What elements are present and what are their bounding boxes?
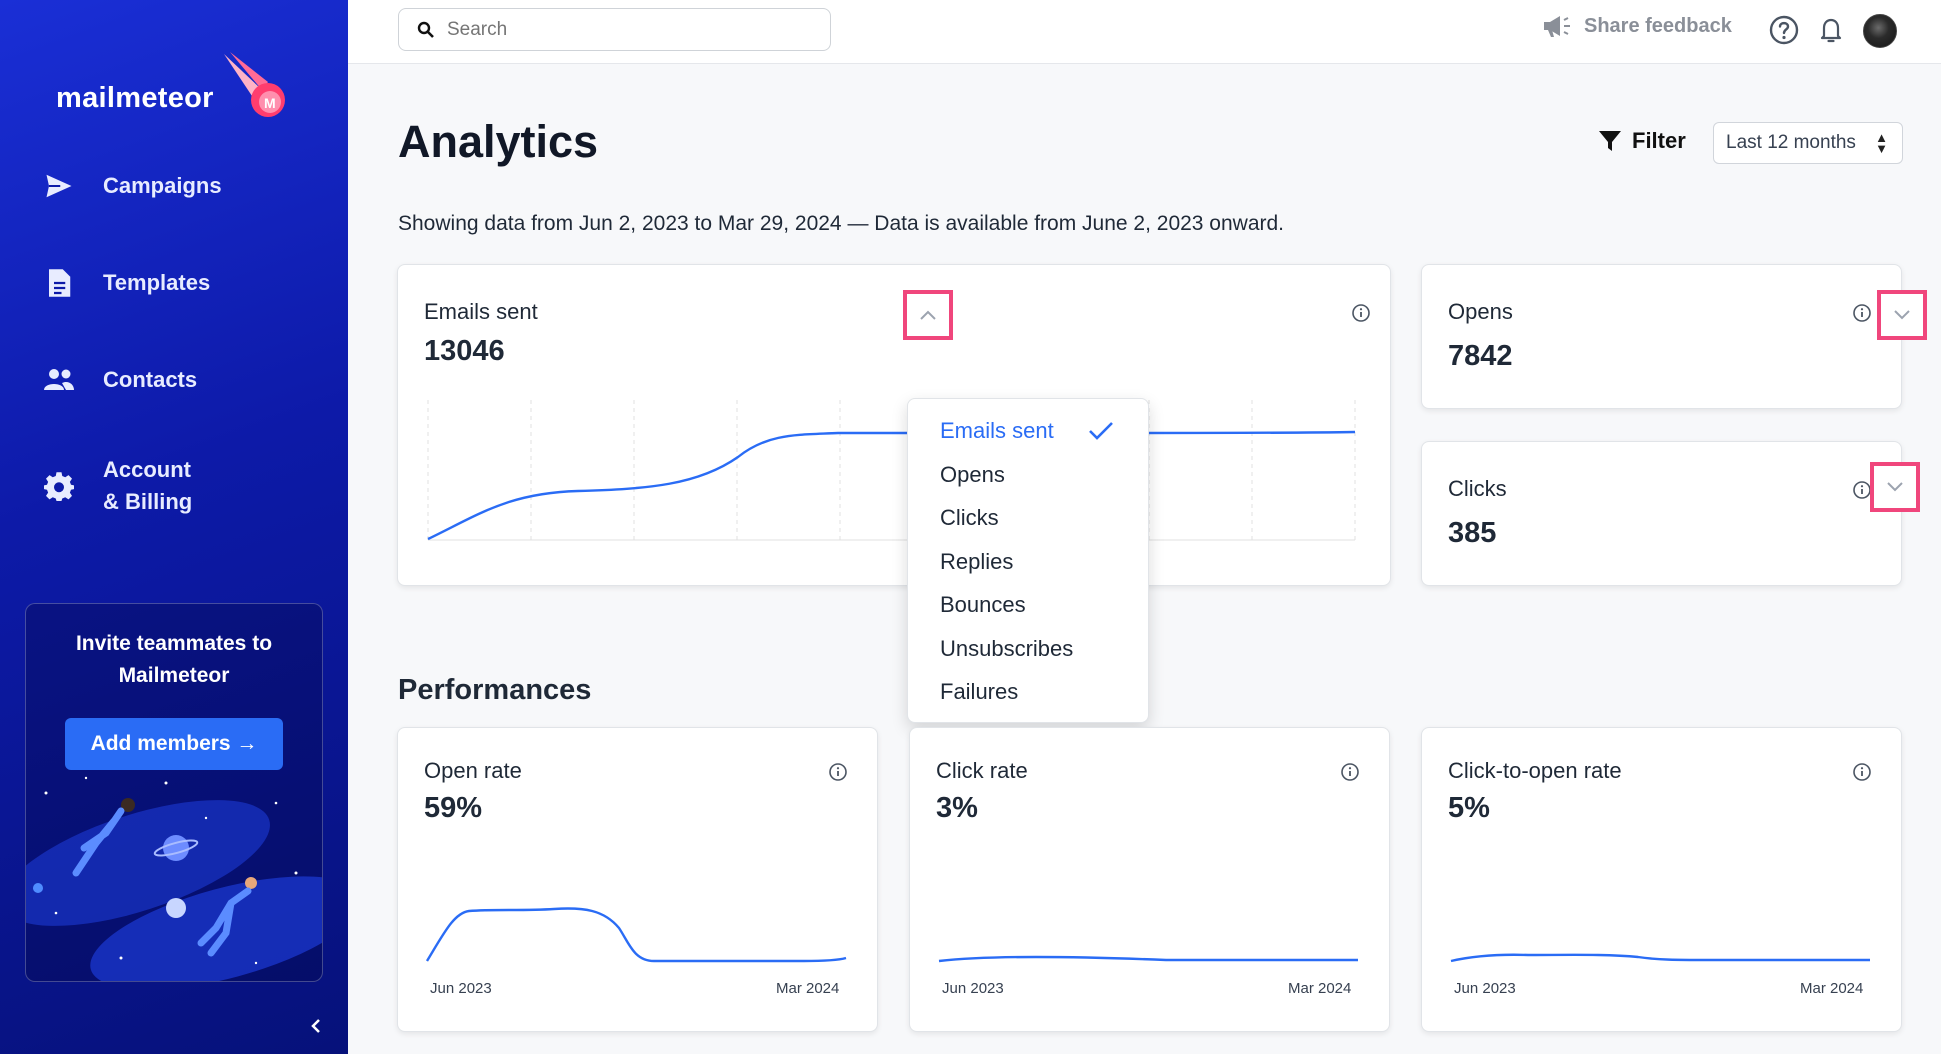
menu-item-label: Emails sent xyxy=(940,418,1054,443)
clicks-card: Clicks 385 xyxy=(1421,441,1902,586)
metric-label: Click rate xyxy=(936,758,1028,783)
info-icon[interactable] xyxy=(1852,303,1872,323)
avatar[interactable] xyxy=(1863,14,1897,48)
click-to-open-rate-card: Click-to-open rate 5% Jun 2023 Mar 2024 xyxy=(1421,727,1902,1032)
sidebar-item-templates[interactable]: Templates xyxy=(40,257,330,309)
search-icon xyxy=(417,21,434,38)
menu-item-emails-sent[interactable]: Emails sent xyxy=(908,409,1148,453)
x-axis-end: Mar 2024 xyxy=(1800,980,1864,997)
metric-dropdown-menu: Emails sent Opens Clicks Replies Bounces… xyxy=(907,398,1149,723)
period-select[interactable]: Last 12 months ▲ ▼ xyxy=(1713,122,1903,164)
clicks-selector-toggle[interactable] xyxy=(1870,462,1920,512)
metric-value: 59% xyxy=(424,792,483,824)
menu-item-replies[interactable]: Replies xyxy=(940,548,1014,574)
period-value: Last 12 months xyxy=(1726,132,1856,153)
x-axis-end: Mar 2024 xyxy=(776,980,840,997)
info-icon[interactable] xyxy=(828,762,848,782)
invite-panel: Invite teammates to Mailmeteor Add membe… xyxy=(25,603,323,982)
sidebar-item-label: Contacts xyxy=(103,367,198,392)
metric-selector-toggle[interactable] xyxy=(903,290,953,340)
search-box[interactable] xyxy=(398,8,831,51)
x-axis-start: Jun 2023 xyxy=(1454,980,1516,997)
chevron-down-icon xyxy=(1887,482,1903,492)
metric-label: Clicks xyxy=(1448,476,1507,501)
chevron-down-icon xyxy=(1894,310,1910,320)
metric-value: 7842 xyxy=(1448,340,1513,372)
send-icon xyxy=(40,167,78,205)
opens-selector-toggle[interactable] xyxy=(1877,290,1927,340)
filter-icon xyxy=(1599,131,1621,151)
metric-value: 5% xyxy=(1448,792,1490,824)
date-range-note: Showing data from Jun 2, 2023 to Mar 29,… xyxy=(398,212,1285,235)
x-axis-start: Jun 2023 xyxy=(942,980,1004,997)
logo[interactable]: mailmeteor M xyxy=(56,48,296,128)
bell-icon[interactable] xyxy=(1815,14,1847,46)
metric-label: Open rate xyxy=(424,758,522,783)
invite-title: Invite teammates to Mailmeteor xyxy=(75,632,273,687)
svg-text:M: M xyxy=(264,95,276,111)
label-line-2: & Billing xyxy=(103,489,193,514)
click-to-open-rate-chart xyxy=(1450,953,1870,963)
open-rate-card: Open rate 59% Jun 2023 Mar 2024 xyxy=(397,727,878,1032)
info-icon[interactable] xyxy=(1852,480,1872,500)
collapse-sidebar-icon[interactable] xyxy=(306,1016,326,1036)
metric-label: Opens xyxy=(1448,299,1513,324)
metric-label: Click-to-open rate xyxy=(1448,758,1622,783)
sidebar-item-label: Account & Billing xyxy=(103,454,192,518)
emails-sent-card: Emails sent 13046 xyxy=(397,264,1391,586)
sidebar: mailmeteor M Campaigns Templates Cont xyxy=(0,0,348,1054)
space-illustration xyxy=(26,776,322,981)
share-feedback-label: Share feedback xyxy=(1584,14,1732,37)
main-content: Analytics Filter Last 12 months ▲ ▼ Showi… xyxy=(348,64,1941,1054)
menu-item-clicks[interactable]: Clicks xyxy=(940,505,999,530)
x-axis-start: Jun 2023 xyxy=(430,980,492,997)
metric-label: Emails sent xyxy=(424,299,538,324)
opens-card: Opens 7842 xyxy=(1421,264,1902,409)
search-input[interactable] xyxy=(447,18,807,41)
sidebar-item-label: Templates xyxy=(103,270,211,295)
label-line-1: Account xyxy=(103,457,191,482)
page-title: Analytics xyxy=(398,116,599,167)
info-icon[interactable] xyxy=(1852,762,1872,782)
checkmark-icon xyxy=(1089,422,1113,440)
menu-item-bounces[interactable]: Bounces xyxy=(940,592,1026,617)
meteor-logo-icon: M xyxy=(223,52,285,117)
metric-value: 385 xyxy=(1448,517,1497,549)
emails-sent-chart xyxy=(427,400,1356,541)
megaphone-icon xyxy=(1544,16,1570,37)
menu-item-failures[interactable]: Failures xyxy=(940,679,1019,704)
logo-text: mailmeteor xyxy=(56,81,214,114)
gear-icon xyxy=(40,467,78,505)
share-feedback-button[interactable]: Share feedback xyxy=(1542,14,1732,38)
metric-value: 13046 xyxy=(424,335,505,367)
section-title-performances: Performances xyxy=(398,674,592,706)
click-rate-chart xyxy=(938,955,1358,963)
sidebar-item-label: Campaigns xyxy=(103,173,222,198)
open-rate-chart xyxy=(425,907,847,963)
help-icon[interactable] xyxy=(1768,14,1800,46)
x-axis-end: Mar 2024 xyxy=(1288,980,1352,997)
filter-button[interactable]: Filter xyxy=(1598,128,1686,154)
add-members-button[interactable]: Add members → xyxy=(65,718,283,770)
topbar: Share feedback xyxy=(348,0,1941,64)
people-icon xyxy=(40,361,78,399)
document-icon xyxy=(40,264,78,302)
click-rate-card: Click rate 3% Jun 2023 Mar 2024 xyxy=(909,727,1390,1032)
sidebar-nav: Campaigns Templates Contacts Account & B… xyxy=(40,160,330,566)
sidebar-item-account-billing[interactable]: Account & Billing xyxy=(40,451,330,521)
info-icon[interactable] xyxy=(1340,762,1360,782)
info-icon[interactable] xyxy=(1351,303,1371,323)
metric-value: 3% xyxy=(936,792,978,824)
menu-item-unsubscribes[interactable]: Unsubscribes xyxy=(940,635,1074,661)
chevron-up-icon xyxy=(920,310,936,320)
filter-label: Filter xyxy=(1632,128,1686,153)
sidebar-item-contacts[interactable]: Contacts xyxy=(40,354,330,406)
sidebar-item-campaigns[interactable]: Campaigns xyxy=(40,160,330,212)
select-arrows-icon: ▲ ▼ xyxy=(1875,130,1888,156)
menu-item-opens[interactable]: Opens xyxy=(940,461,1005,487)
